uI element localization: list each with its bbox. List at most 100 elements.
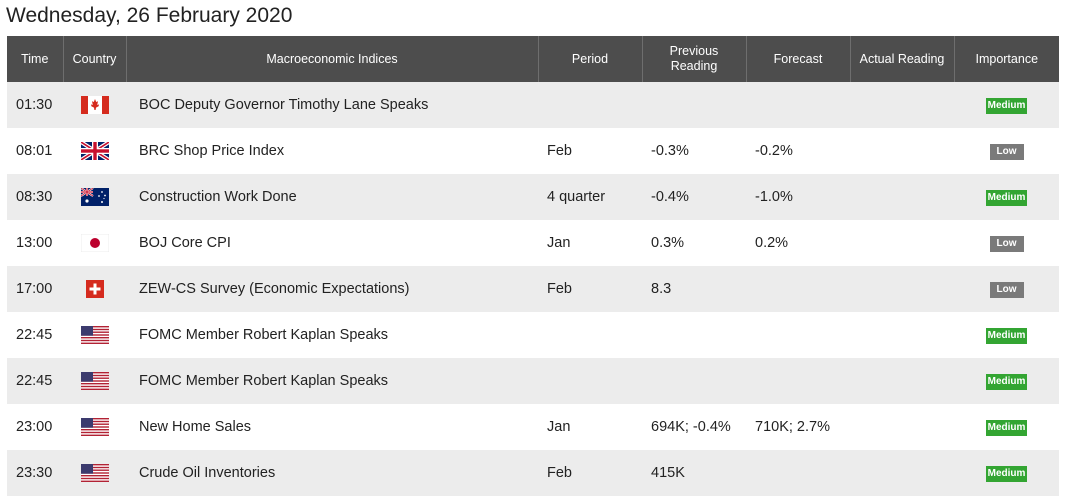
importance-cell: Medium bbox=[954, 312, 1059, 358]
forecast-value: -0.2% bbox=[746, 128, 850, 174]
event-period: Feb bbox=[538, 128, 642, 174]
usa-flag-icon bbox=[80, 464, 109, 482]
actual-reading bbox=[850, 404, 954, 450]
header-time: Time bbox=[7, 36, 64, 82]
country-cell bbox=[63, 404, 126, 450]
header-actual: Actual Reading bbox=[850, 36, 955, 82]
event-period: Feb bbox=[538, 266, 642, 312]
importance-cell: Medium bbox=[954, 450, 1059, 496]
table-row: 13:00 BOJ Core CPI Jan 0.3% 0.2% Low bbox=[7, 220, 1059, 266]
previous-reading: 415K bbox=[642, 450, 746, 496]
event-name: Crude Oil Inventories bbox=[126, 450, 538, 496]
event-time: 22:45 bbox=[7, 358, 63, 404]
header-forecast: Forecast bbox=[746, 36, 851, 82]
actual-reading bbox=[850, 358, 954, 404]
switzerland-flag-icon bbox=[85, 280, 104, 298]
importance-badge: Low bbox=[989, 236, 1024, 252]
uk-flag-icon bbox=[80, 142, 109, 160]
table-row: 23:30 Crude Oil Inventories Feb 415K Medium bbox=[7, 450, 1059, 496]
country-cell bbox=[63, 358, 126, 404]
usa-flag-icon bbox=[80, 372, 109, 390]
previous-reading bbox=[642, 312, 746, 358]
event-period bbox=[538, 312, 642, 358]
actual-reading bbox=[850, 128, 954, 174]
forecast-value bbox=[746, 82, 850, 128]
header-previous: Previous Reading bbox=[642, 36, 747, 82]
event-name: FOMC Member Robert Kaplan Speaks bbox=[126, 358, 538, 404]
japan-flag-icon bbox=[80, 234, 109, 252]
usa-flag-icon bbox=[80, 418, 109, 436]
importance-badge: Medium bbox=[986, 374, 1027, 390]
importance-cell: Medium bbox=[954, 404, 1059, 450]
table-row: 22:45 FOMC Member Robert Kaplan Speaks Med… bbox=[7, 358, 1059, 404]
importance-cell: Medium bbox=[954, 82, 1059, 128]
country-cell bbox=[63, 174, 126, 220]
forecast-value bbox=[746, 312, 850, 358]
usa-flag-icon bbox=[80, 326, 109, 344]
event-period: Feb bbox=[538, 450, 642, 496]
header-country: Country bbox=[63, 36, 127, 82]
previous-reading: -0.3% bbox=[642, 128, 746, 174]
table-row: 17:00 ZEW-CS Survey (Economic Expectation… bbox=[7, 266, 1059, 312]
country-cell bbox=[63, 128, 126, 174]
table-row: 23:00 New Home Sales Jan 694K; -0.4% 710K; 2… bbox=[7, 404, 1059, 450]
table-header-row: Time Country Macroeconomic Indices Perio… bbox=[7, 36, 1059, 82]
importance-cell: Low bbox=[954, 220, 1059, 266]
forecast-value: 710K; 2.7% bbox=[746, 404, 850, 450]
event-name: ZEW-CS Survey (Economic Expectations) bbox=[126, 266, 538, 312]
previous-reading: 0.3% bbox=[642, 220, 746, 266]
event-name: BOJ Core CPI bbox=[126, 220, 538, 266]
event-period: Jan bbox=[538, 404, 642, 450]
actual-reading bbox=[850, 220, 954, 266]
importance-cell: Low bbox=[954, 128, 1059, 174]
forecast-value: 0.2% bbox=[746, 220, 850, 266]
event-name: FOMC Member Robert Kaplan Speaks bbox=[126, 312, 538, 358]
forecast-value bbox=[746, 358, 850, 404]
previous-reading: 8.3 bbox=[642, 266, 746, 312]
importance-badge: Medium bbox=[986, 466, 1027, 482]
importance-cell: Medium bbox=[954, 174, 1059, 220]
canada-flag-icon bbox=[80, 96, 109, 114]
event-time: 23:00 bbox=[7, 404, 63, 450]
australia-flag-icon bbox=[80, 188, 109, 206]
event-time: 23:30 bbox=[7, 450, 63, 496]
forecast-value: -1.0% bbox=[746, 174, 850, 220]
header-indices: Macroeconomic Indices bbox=[126, 36, 539, 82]
page-title: Wednesday, 26 February 2020 bbox=[6, 4, 293, 27]
country-cell bbox=[63, 450, 126, 496]
importance-badge: Low bbox=[989, 144, 1024, 160]
table-row: 22:45 FOMC Member Robert Kaplan Speaks Med… bbox=[7, 312, 1059, 358]
table-row: 08:01 BRC Shop Price Index Feb -0.3% -0.2% Lo… bbox=[7, 128, 1059, 174]
previous-reading: 694K; -0.4% bbox=[642, 404, 746, 450]
event-time: 17:00 bbox=[7, 266, 63, 312]
table-row: 01:30 BOC Deputy Governor Timothy Lane Sp… bbox=[7, 82, 1059, 128]
actual-reading bbox=[850, 450, 954, 496]
importance-badge: Medium bbox=[986, 190, 1027, 206]
actual-reading bbox=[850, 174, 954, 220]
event-time: 01:30 bbox=[7, 82, 63, 128]
event-time: 22:45 bbox=[7, 312, 63, 358]
actual-reading bbox=[850, 82, 954, 128]
country-cell bbox=[63, 312, 126, 358]
forecast-value bbox=[746, 450, 850, 496]
header-importance: Importance bbox=[954, 36, 1059, 82]
forecast-value bbox=[746, 266, 850, 312]
event-time: 08:01 bbox=[7, 128, 63, 174]
importance-badge: Low bbox=[989, 282, 1024, 298]
importance-badge: Medium bbox=[986, 420, 1027, 436]
table-row: 08:30 Construction Work Done 4 quarter -0.4… bbox=[7, 174, 1059, 220]
importance-cell: Medium bbox=[954, 358, 1059, 404]
event-name: Construction Work Done bbox=[126, 174, 538, 220]
event-period bbox=[538, 82, 642, 128]
importance-cell: Low bbox=[954, 266, 1059, 312]
importance-badge: Medium bbox=[986, 98, 1027, 114]
event-period: Jan bbox=[538, 220, 642, 266]
event-time: 08:30 bbox=[7, 174, 63, 220]
event-period bbox=[538, 358, 642, 404]
event-name: New Home Sales bbox=[126, 404, 538, 450]
event-period: 4 quarter bbox=[538, 174, 642, 220]
event-time: 13:00 bbox=[7, 220, 63, 266]
country-cell bbox=[63, 82, 126, 128]
event-name: BOC Deputy Governor Timothy Lane Speaks bbox=[126, 82, 538, 128]
actual-reading bbox=[850, 312, 954, 358]
